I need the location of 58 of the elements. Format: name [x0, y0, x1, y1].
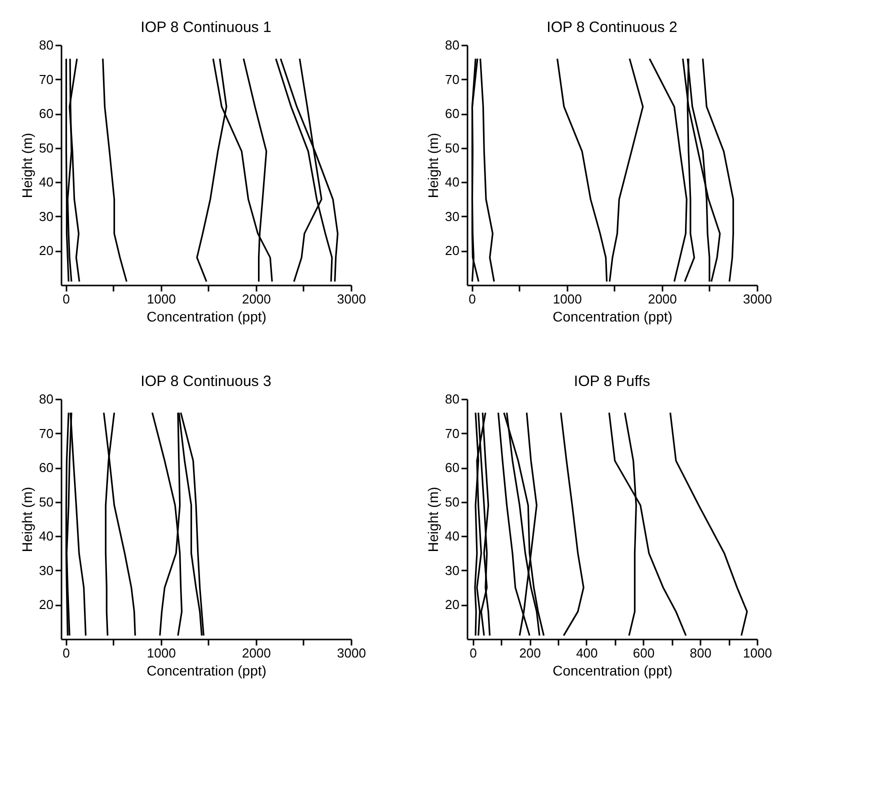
y-tick-label: 20 [445, 597, 460, 612]
x-tick-label: 800 [690, 646, 712, 660]
x-tick-label: 3000 [337, 646, 366, 660]
x-tick-label: 2000 [648, 292, 677, 306]
x-axis-title: Concentration (ppt) [552, 308, 672, 324]
x-tick-label: 1000 [743, 646, 772, 660]
x-tick-label: 1000 [146, 646, 176, 660]
x-tick-label: 200 [519, 646, 541, 660]
chart-title: IOP 8 Continuous 3 [140, 373, 272, 390]
x-tick-label: 3000 [337, 292, 366, 306]
x-axis-title: Concentration (ppt) [552, 662, 672, 678]
y-tick-label: 80 [445, 38, 460, 52]
y-tick-label: 50 [39, 140, 54, 156]
y-tick-label: 80 [39, 392, 54, 406]
x-tick-label: 2000 [242, 646, 271, 660]
y-axis-title: Height (m) [19, 132, 36, 198]
y-tick-label: 40 [39, 174, 54, 190]
x-tick-label: 3000 [743, 292, 772, 306]
x-axis-title: Concentration (ppt) [146, 308, 266, 324]
y-tick-label: 60 [39, 460, 54, 476]
y-tick-label: 80 [445, 392, 460, 406]
y-axis-title: Height (m) [425, 132, 442, 198]
x-axis-title: Concentration (ppt) [146, 662, 266, 678]
x-tick-label: 600 [632, 646, 655, 660]
y-tick-label: 40 [445, 528, 460, 544]
y-tick-label: 20 [445, 243, 460, 258]
y-tick-label: 30 [39, 208, 54, 224]
x-tick-label: 0 [468, 292, 476, 306]
y-tick-label: 30 [39, 562, 54, 578]
y-tick-label: 20 [39, 597, 54, 612]
y-tick-label: 40 [39, 528, 54, 544]
y-axis-title: Height (m) [19, 486, 36, 552]
x-tick-label: 400 [576, 646, 598, 660]
y-axis-title: Height (m) [425, 486, 442, 552]
y-tick-label: 30 [445, 562, 460, 578]
chart-title: IOP 8 Continuous 2 [546, 19, 678, 36]
x-tick-label: 2000 [242, 292, 271, 306]
y-tick-label: 30 [445, 208, 460, 224]
chart-title: IOP 8 Continuous 1 [140, 19, 272, 36]
y-tick-label: 70 [445, 426, 460, 441]
y-tick-label: 70 [39, 72, 54, 87]
x-tick-label: 0 [62, 292, 70, 306]
y-tick-label: 50 [445, 494, 460, 510]
chart-title: IOP 8 Puffs [574, 373, 650, 390]
y-tick-label: 40 [445, 174, 460, 190]
y-tick-label: 70 [445, 72, 460, 87]
y-tick-label: 70 [39, 426, 54, 441]
x-tick-label: 0 [62, 646, 70, 660]
x-tick-label: 1000 [146, 292, 176, 306]
y-tick-label: 20 [39, 243, 54, 258]
y-tick-label: 50 [445, 140, 460, 156]
y-tick-label: 60 [39, 106, 54, 122]
y-tick-label: 50 [39, 494, 54, 510]
x-tick-label: 1000 [552, 292, 582, 306]
y-tick-label: 80 [39, 38, 54, 52]
x-tick-label: 0 [470, 646, 477, 660]
y-tick-label: 60 [445, 106, 460, 122]
y-tick-label: 60 [445, 460, 460, 476]
